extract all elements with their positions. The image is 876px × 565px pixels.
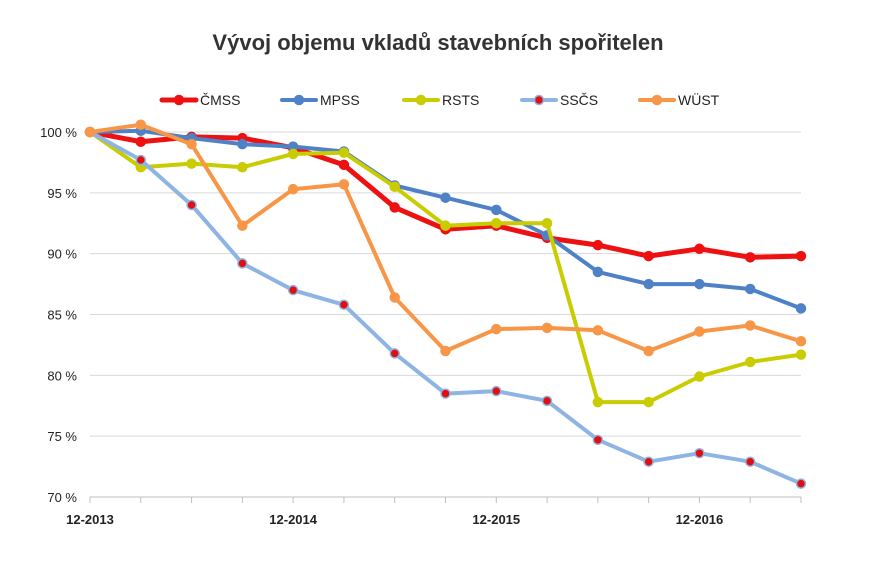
data-point-rsts <box>389 181 400 192</box>
data-point-wust <box>795 336 807 347</box>
data-point-rsts <box>491 218 502 229</box>
data-point-cmss <box>389 202 400 213</box>
legend-label: RSTS <box>442 92 479 108</box>
legend-swatch-marker <box>533 94 545 106</box>
x-tick-label: 12-2015 <box>472 512 520 527</box>
data-point-mpss <box>491 204 502 216</box>
data-point-mpss <box>744 283 756 295</box>
series-mpss <box>84 125 807 314</box>
legend-swatch-marker <box>173 94 185 106</box>
data-point-rsts <box>795 349 807 360</box>
x-tick-label: 12-2013 <box>66 512 114 527</box>
data-point-wust <box>237 220 248 231</box>
legend-label: SSČS <box>560 92 598 108</box>
data-point-sscs <box>237 258 248 269</box>
data-point-sscs <box>338 299 350 311</box>
chart-title: Vývoj objemu vkladů stavebních spořitele… <box>212 30 664 55</box>
data-point-sscs <box>440 388 451 399</box>
y-tick-label: 70 % <box>47 490 77 505</box>
data-point-mpss <box>795 303 807 314</box>
data-point-mpss <box>440 192 451 203</box>
data-point-wust <box>84 126 96 138</box>
y-tick-label: 90 % <box>47 247 77 262</box>
data-point-sscs <box>186 199 197 211</box>
data-point-sscs <box>592 434 604 446</box>
data-point-rsts <box>237 162 248 173</box>
series-rsts <box>84 126 807 408</box>
data-point-wust <box>744 320 756 331</box>
data-point-wust <box>135 119 147 130</box>
y-tick-label: 100 % <box>40 125 77 140</box>
series-sscs <box>84 126 807 489</box>
data-point-sscs <box>491 385 502 397</box>
data-point-wust <box>491 323 502 335</box>
x-tick-label: 12-2016 <box>676 512 724 527</box>
data-point-rsts <box>643 396 654 408</box>
y-tick-label: 80 % <box>47 368 77 383</box>
data-point-rsts <box>287 148 299 160</box>
y-tick-label: 75 % <box>47 429 77 444</box>
legend-swatch-marker <box>651 94 663 106</box>
data-point-sscs <box>795 478 807 489</box>
data-point-sscs <box>643 456 654 467</box>
series-lines <box>84 119 807 489</box>
legend-label: ČMSS <box>200 92 240 108</box>
legend-swatch-marker <box>415 94 427 106</box>
data-point-cmss <box>694 243 705 255</box>
data-point-mpss <box>592 266 604 278</box>
legend-item-wust: WÜST <box>638 91 720 108</box>
data-point-cmss <box>592 239 604 251</box>
data-point-sscs <box>135 154 147 166</box>
data-point-rsts <box>541 218 553 229</box>
data-point-cmss <box>135 136 147 147</box>
y-tick-label: 85 % <box>47 308 77 323</box>
data-point-wust <box>287 183 299 195</box>
data-point-wust <box>389 292 400 303</box>
legend-item-mpss: MPSS <box>280 92 360 108</box>
data-point-rsts <box>440 220 451 231</box>
legend-item-rsts: RSTS <box>402 92 479 108</box>
x-tick-label: 12-2014 <box>269 512 317 527</box>
data-point-sscs <box>287 284 299 296</box>
data-point-mpss <box>694 278 705 290</box>
data-point-wust <box>440 345 451 357</box>
data-point-sscs <box>389 348 400 359</box>
series-line-wust <box>88 122 803 353</box>
legend: ČMSS MPSS RSTS SSČS WÜST <box>159 91 720 108</box>
gridlines <box>90 131 801 437</box>
data-point-rsts <box>592 396 604 408</box>
legend-item-sscs: SSČS <box>520 92 598 108</box>
series-line-mpss <box>88 128 803 311</box>
data-point-rsts <box>338 147 350 158</box>
legend-label: MPSS <box>320 92 360 108</box>
series-line-sscs <box>88 130 803 486</box>
data-point-sscs <box>744 456 756 467</box>
data-point-rsts <box>694 371 705 382</box>
data-point-sscs <box>541 395 553 407</box>
data-point-wust <box>643 345 654 357</box>
data-point-cmss <box>643 250 654 262</box>
data-point-wust <box>592 325 604 336</box>
data-point-cmss <box>744 252 756 263</box>
axes: 70 % 75 % 80 % 85 % 90 % 95 % 100 % 12-2013 12-2… <box>40 125 802 527</box>
legend-item-cmss: ČMSS <box>159 92 240 108</box>
data-point-wust <box>541 322 553 334</box>
series-line-rsts <box>88 130 803 405</box>
series-wust <box>84 119 807 357</box>
data-point-wust <box>186 138 197 150</box>
data-point-wust <box>338 179 350 190</box>
data-point-sscs <box>694 447 705 459</box>
legend-label: WÜST <box>678 91 720 108</box>
data-point-rsts <box>186 158 197 169</box>
y-tick-label: 95 % <box>47 186 77 201</box>
data-point-rsts <box>744 356 756 368</box>
legend-swatch-marker <box>293 94 305 106</box>
data-point-mpss <box>643 278 654 290</box>
data-point-cmss <box>338 159 350 171</box>
data-point-mpss <box>237 138 248 150</box>
data-point-cmss <box>795 250 807 262</box>
data-point-wust <box>694 326 705 337</box>
